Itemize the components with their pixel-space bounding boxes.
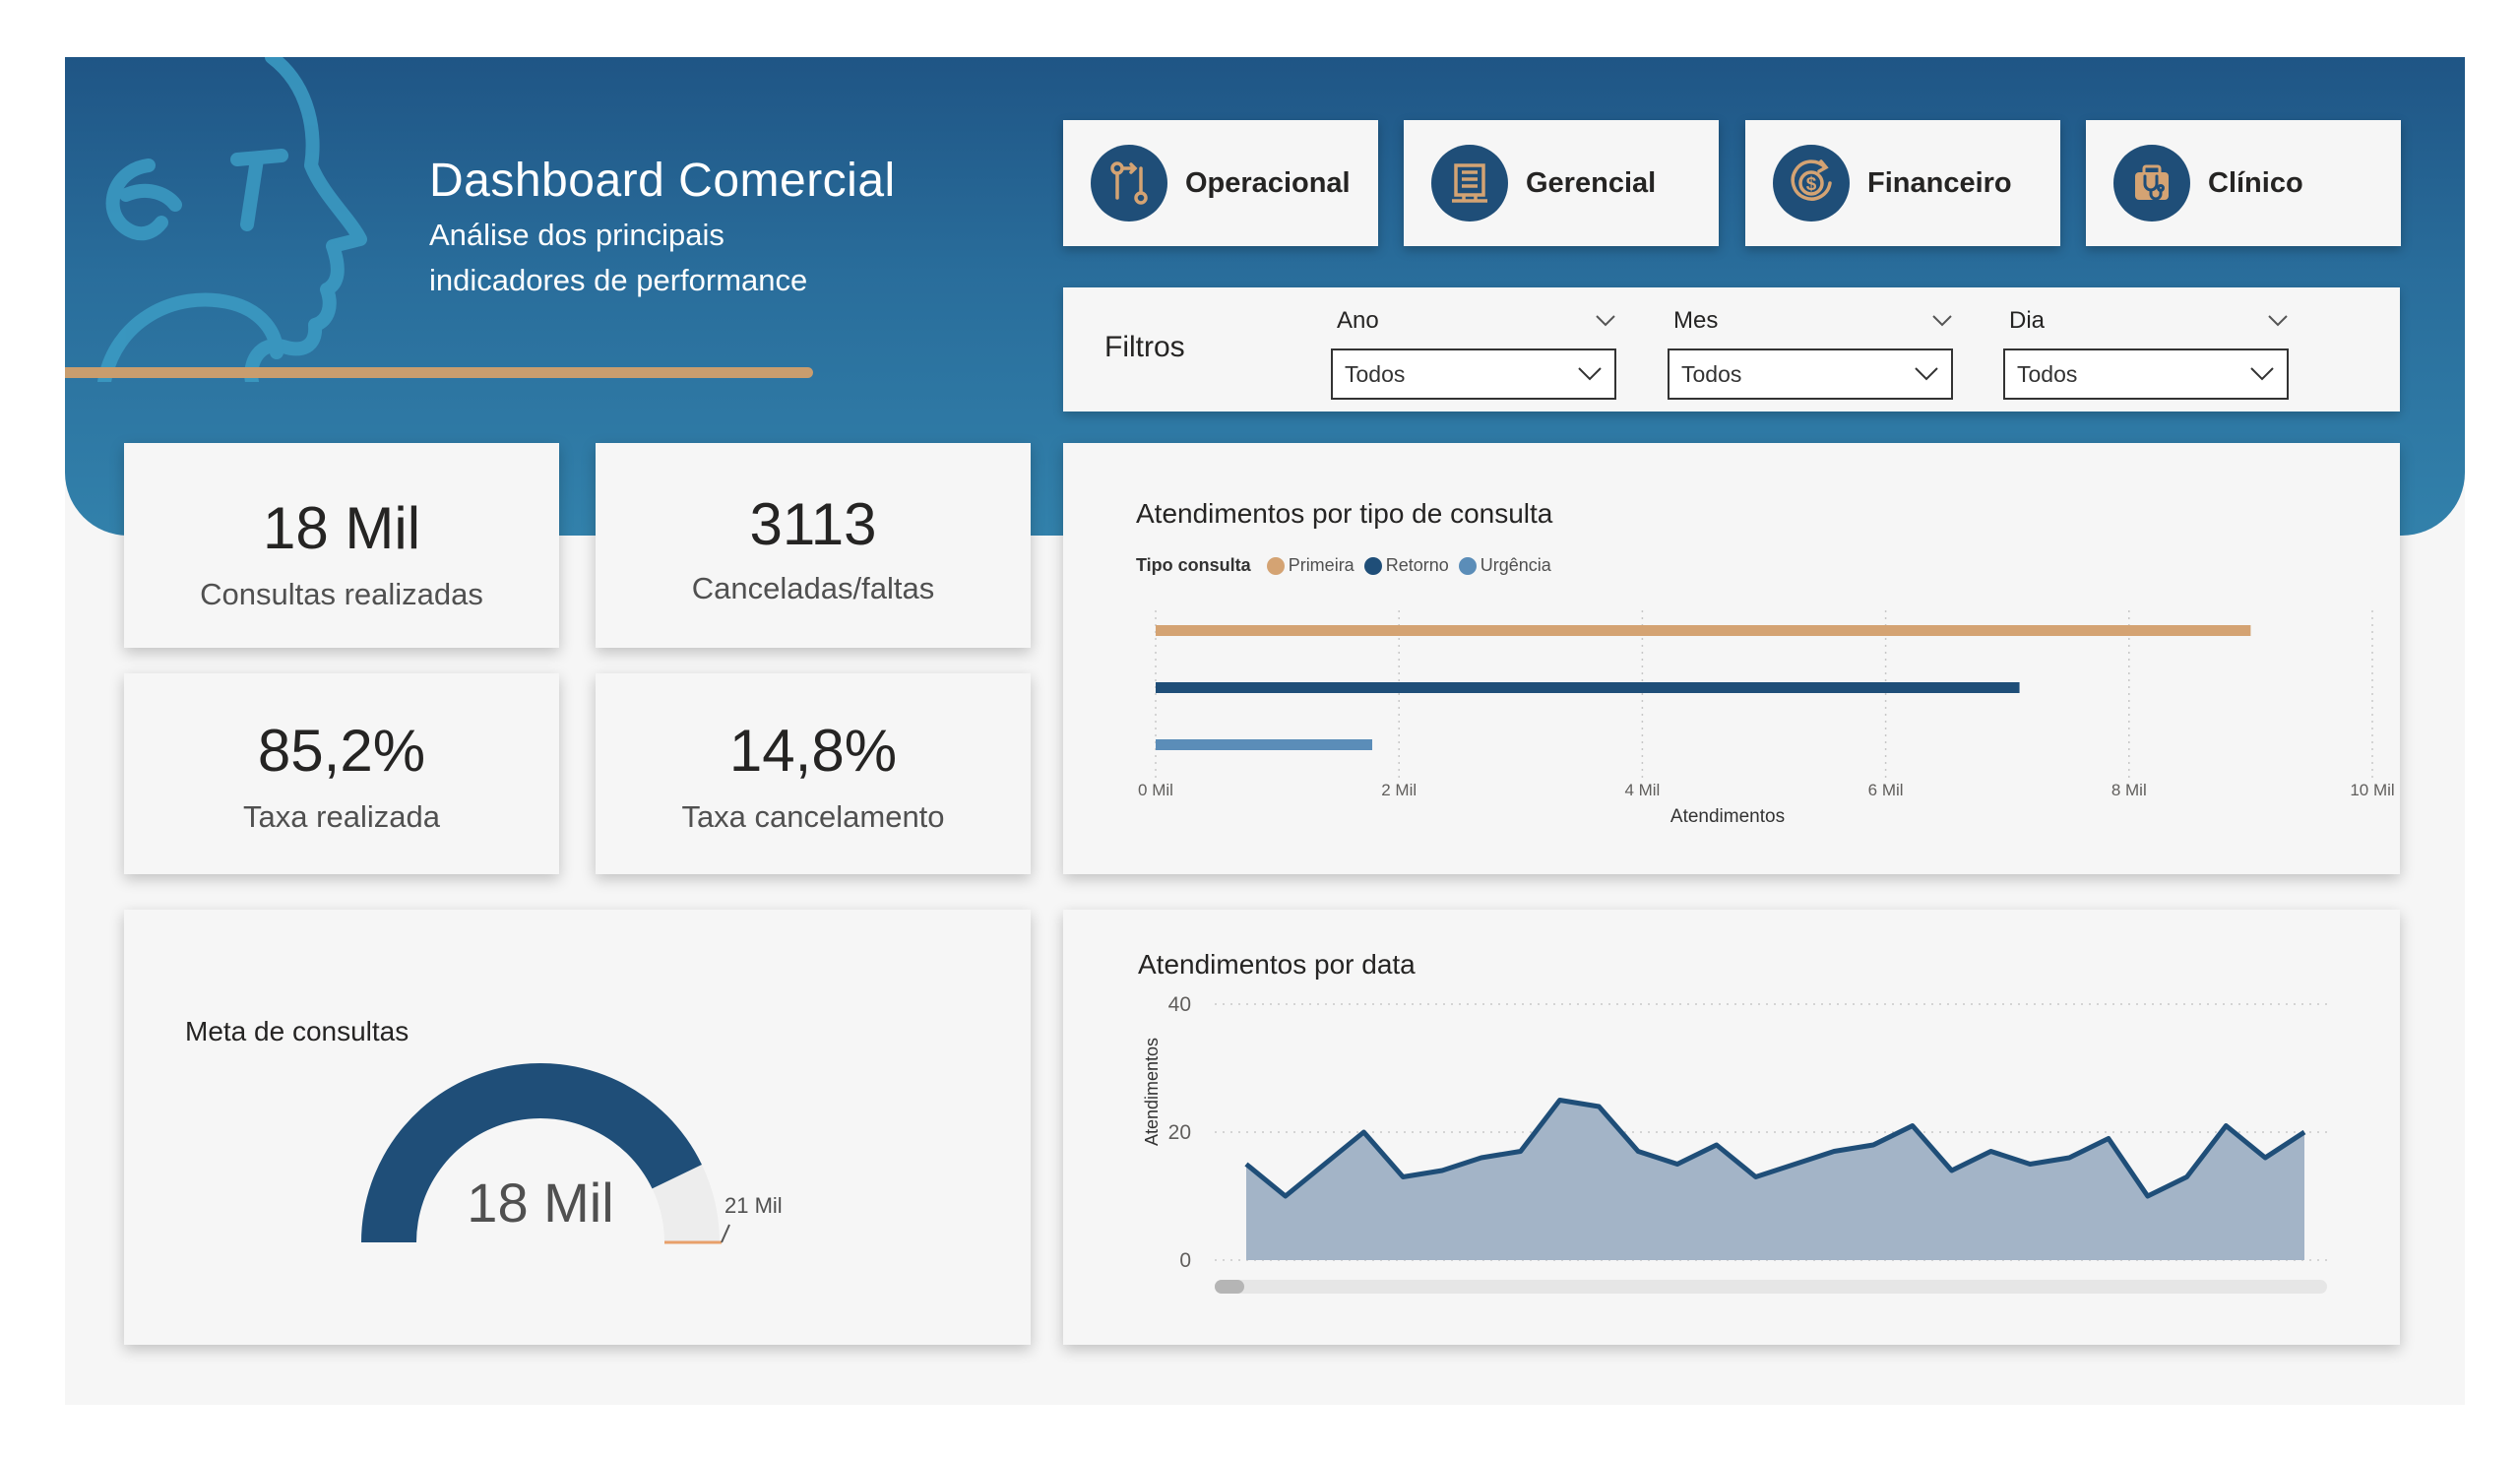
- bar-chart-card: Atendimentos por tipo de consulta Tipo c…: [1063, 443, 2400, 874]
- gauge-title: Meta de consultas: [185, 1016, 410, 1046]
- area-fill: [1246, 1100, 2304, 1260]
- slicer-value: Todos: [1681, 360, 1742, 387]
- area-y-axis-label: Atendimentos: [1142, 1038, 1162, 1146]
- header-accent-line: [65, 367, 813, 378]
- chevron-down-icon: [1578, 367, 1602, 381]
- slicer-ano: Ano Todos: [1331, 301, 1616, 400]
- legend-item-urgencia[interactable]: Urgência: [1458, 555, 1551, 576]
- gauge-target-tick: [721, 1224, 730, 1243]
- bar-chart: 0 Mil 2 Mil 4 Mil 6 Mil 8 Mil 10 Mil Atendime…: [1138, 610, 2395, 827]
- area-line: [1244, 1098, 2306, 1199]
- chevron-down-icon: [2250, 367, 2274, 381]
- bar-chart-title: Atendimentos por tipo de consulta: [1136, 498, 1553, 529]
- y-tick-label: 40: [1168, 993, 1191, 1016]
- legend-dot: [1266, 556, 1285, 575]
- gauge-fill: [361, 1063, 702, 1242]
- legend-item-retorno[interactable]: Retorno: [1363, 555, 1449, 576]
- chevron-down-icon: [1596, 315, 1615, 327]
- page-title: Dashboard Comercial: [429, 155, 896, 207]
- bar-chart-legend: Tipo consulta Primeira Retorno Urgência: [1136, 555, 1561, 576]
- area-chart: 0 20 40 Atendimentos: [1142, 993, 2327, 1294]
- legend-dot: [1363, 556, 1382, 575]
- x-tick-label: 8 Mil: [2111, 781, 2147, 799]
- dollar-cycle-icon: $: [1773, 145, 1850, 222]
- slicer-label: Dia: [2009, 307, 2046, 334]
- nav-button-operacional[interactable]: Operacional: [1063, 120, 1378, 246]
- slicer-value: Todos: [1345, 360, 1406, 387]
- route-icon: [1091, 145, 1167, 222]
- face-profile-icon: [97, 57, 367, 382]
- slicer-header[interactable]: Ano: [1331, 301, 1616, 341]
- y-tick-label: 20: [1168, 1121, 1191, 1144]
- slicer-value: Todos: [2017, 360, 2078, 387]
- kpi-card-canceladas: 3113 Canceladas/faltas: [596, 443, 1031, 648]
- bar-retorno[interactable]: [1156, 682, 2020, 693]
- kpi-card-taxa-realizada: 85,2% Taxa realizada: [124, 673, 559, 874]
- scrollbar-track[interactable]: [1215, 1280, 2327, 1294]
- gauge-target-label: 21 Mil: [724, 1193, 783, 1218]
- y-tick-label: 0: [1179, 1249, 1191, 1272]
- svg-text:$: $: [1806, 174, 1817, 195]
- chevron-down-icon: [2268, 315, 2288, 327]
- slicer-label: Ano: [1337, 307, 1379, 334]
- gauge-chart: 18 Mil 21 Mil: [361, 1063, 783, 1244]
- scrollbar-thumb[interactable]: [1215, 1280, 1244, 1294]
- nav-label: Financeiro: [1867, 166, 2012, 199]
- kpi-value: 18 Mil: [262, 495, 421, 561]
- page-subtitle: Análise dos principais indicadores de pe…: [429, 218, 808, 297]
- nav-button-gerencial[interactable]: Gerencial: [1404, 120, 1719, 246]
- slicer-label: Mes: [1673, 307, 1719, 334]
- slicer-header[interactable]: Dia: [2003, 301, 2289, 341]
- x-tick-label: 10 Mil: [2350, 781, 2394, 799]
- kpi-value: 85,2%: [257, 718, 426, 784]
- building-icon: [1431, 145, 1508, 222]
- kpi-label: Canceladas/faltas: [691, 571, 935, 605]
- bar-x-axis-label: Atendimentos: [1670, 806, 1785, 827]
- legend-item-primeira[interactable]: Primeira: [1266, 555, 1354, 576]
- chevron-down-icon: [1932, 315, 1952, 327]
- stethoscope-icon: [2113, 145, 2190, 222]
- x-tick-label: 6 Mil: [1868, 781, 1904, 799]
- kpi-card-taxa-cancelamento: 14,8% Taxa cancelamento: [596, 673, 1031, 874]
- filters-title: Filtros: [1104, 331, 1185, 363]
- gauge-value-label: 18 Mil: [467, 1172, 613, 1234]
- nav-label: Gerencial: [1526, 166, 1657, 199]
- kpi-label: Consultas realizadas: [200, 577, 483, 611]
- gauge-card: Meta de consultas 18 Mil 21 Mil: [124, 910, 1031, 1345]
- slicer-dropdown[interactable]: Todos: [2003, 348, 2289, 400]
- nav-label: Clínico: [2208, 166, 2303, 199]
- kpi-label: Taxa cancelamento: [681, 799, 945, 834]
- bar-primeira[interactable]: [1156, 625, 2251, 636]
- slicer-dropdown[interactable]: Todos: [1668, 348, 1953, 400]
- nav-label: Operacional: [1185, 166, 1351, 199]
- nav-button-clinico[interactable]: Clínico: [2086, 120, 2401, 246]
- slicer-dropdown[interactable]: Todos: [1331, 348, 1616, 400]
- legend-title: Tipo consulta: [1136, 555, 1251, 575]
- kpi-label: Taxa realizada: [243, 799, 440, 834]
- area-chart-title: Atendimentos por data: [1138, 949, 1416, 980]
- filters-panel: Filtros Ano Todos Mes Todos Dia Todos: [1063, 287, 2400, 412]
- area-chart-card: Atendimentos por data 0 20 40 Atendimentos: [1063, 910, 2400, 1345]
- slicer-header[interactable]: Mes: [1668, 301, 1953, 341]
- nav-button-financeiro[interactable]: $ Financeiro: [1745, 120, 2060, 246]
- slicer-dia: Dia Todos: [2003, 301, 2289, 400]
- x-tick-label: 2 Mil: [1381, 781, 1417, 799]
- chevron-down-icon: [1915, 367, 1938, 381]
- legend-dot: [1458, 556, 1477, 575]
- bar-urgência[interactable]: [1156, 739, 1373, 750]
- kpi-card-consultas-realizadas: 18 Mil Consultas realizadas: [124, 443, 559, 648]
- kpi-value: 3113: [749, 491, 877, 557]
- slicer-mes: Mes Todos: [1668, 301, 1953, 400]
- x-tick-label: 0 Mil: [1138, 781, 1173, 799]
- kpi-value: 14,8%: [728, 718, 898, 784]
- x-tick-label: 4 Mil: [1624, 781, 1660, 799]
